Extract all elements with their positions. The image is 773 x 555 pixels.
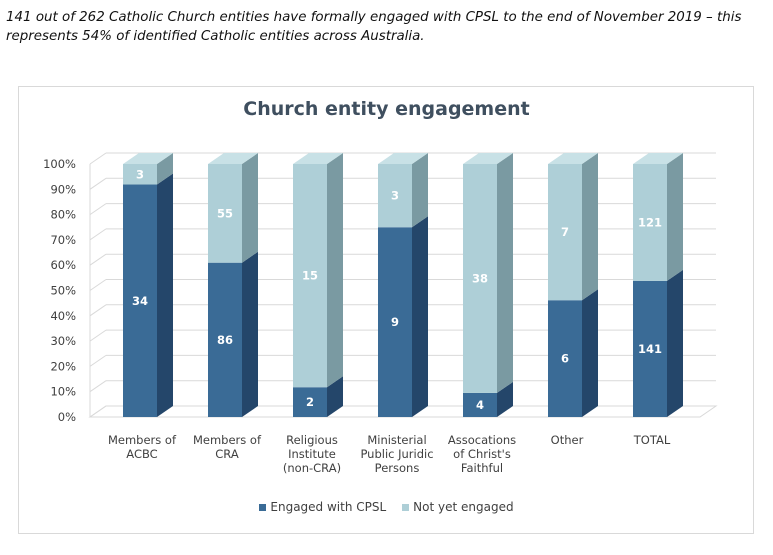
bar-top-0 (123, 153, 173, 164)
gridline-depth-6 (89, 253, 107, 266)
bar-side-engaged-3 (412, 216, 428, 417)
bar-side-engaged-6 (667, 269, 683, 417)
legend-swatch-engaged (259, 503, 267, 511)
category-label-3: Ministerial Public Juridic Persons (360, 433, 433, 475)
bar-not-engaged-0 (123, 164, 157, 185)
y-tick-label: 40% (50, 309, 76, 323)
gridline-depth-5 (89, 279, 107, 291)
data-label-not-engaged-0: 3 (136, 167, 144, 181)
bar-engaged-1 (208, 262, 242, 417)
y-tick-label: 80% (50, 208, 76, 222)
data-label-engaged-2: 2 (306, 395, 314, 409)
gridline-depth-4 (89, 304, 107, 317)
caption-line-2: represents 54% of identified Catholic en… (6, 29, 425, 44)
bar-side-engaged-4 (497, 381, 513, 417)
category-label-6: TOTAL (633, 433, 671, 447)
category-label-0: Members of ACBC (108, 433, 177, 461)
gridline-depth-10 (89, 152, 107, 165)
category-label-5: Other (551, 433, 584, 447)
caption: 141 out of 262 Catholic Church entities … (6, 8, 766, 46)
bar-side-not-engaged-2 (327, 153, 343, 388)
bar-not-engaged-1 (208, 164, 242, 263)
bar-engaged-3 (378, 227, 412, 417)
gridline-depth-8 (89, 203, 107, 216)
bar-not-engaged-5 (548, 164, 582, 301)
y-tick-label: 20% (50, 359, 76, 373)
bar-side-not-engaged-1 (242, 153, 258, 263)
y-tick-label: 30% (50, 334, 76, 348)
bar-side-not-engaged-5 (582, 153, 598, 301)
category-label-1: Members of CRA (193, 433, 262, 461)
bar-engaged-0 (123, 184, 157, 417)
bar-side-not-engaged-0 (157, 153, 173, 185)
legend: Engaged with CPSL Not yet engaged (0, 500, 773, 514)
y-tick-label: 70% (50, 233, 76, 247)
legend-item-engaged: Engaged with CPSL (259, 500, 386, 514)
bar-not-engaged-2 (293, 164, 327, 388)
bar-not-engaged-6 (633, 164, 667, 281)
legend-label-not-engaged: Not yet engaged (413, 500, 514, 514)
data-label-not-engaged-6: 121 (638, 215, 662, 229)
y-tick-label: 10% (50, 385, 76, 399)
bar-engaged-6 (633, 280, 667, 417)
gridline-depth-9 (89, 177, 107, 190)
bar-top-5 (548, 153, 598, 164)
bar-top-4 (463, 153, 513, 164)
bar-top-3 (378, 153, 428, 164)
bar-side-engaged-5 (582, 289, 598, 417)
y-tick-label: 90% (50, 182, 76, 196)
data-label-engaged-0: 34 (132, 294, 148, 308)
bar-side-not-engaged-6 (667, 153, 683, 281)
bar-side-engaged-2 (327, 376, 343, 417)
y-tick-label: 50% (50, 284, 76, 298)
gridline-depth-3 (89, 329, 107, 342)
legend-label-engaged: Engaged with CPSL (270, 500, 387, 514)
data-label-not-engaged-5: 7 (561, 225, 569, 239)
data-label-not-engaged-2: 15 (302, 269, 318, 283)
gridline-depth-2 (89, 354, 107, 367)
bar-side-not-engaged-3 (412, 153, 428, 228)
gridline-depth-7 (89, 228, 107, 241)
category-label-2: Religious Institute (non-CRA) (283, 433, 341, 475)
y-tick-label: 100% (43, 157, 76, 171)
data-label-not-engaged-3: 3 (391, 189, 399, 203)
y-tick-label: 60% (50, 258, 76, 272)
bar-engaged-4 (463, 392, 497, 417)
data-label-engaged-1: 86 (217, 333, 233, 347)
bar-top-1 (208, 153, 258, 164)
gridline-depth-1 (89, 380, 107, 393)
caption-line-1: 141 out of 262 Catholic Church entities … (6, 10, 742, 25)
bar-top-2 (293, 153, 343, 164)
data-label-not-engaged-1: 55 (217, 206, 233, 220)
bar-side-engaged-1 (242, 251, 258, 417)
data-label-engaged-4: 4 (476, 398, 484, 412)
bar-not-engaged-3 (378, 164, 412, 228)
data-label-not-engaged-4: 38 (472, 271, 488, 285)
bar-side-not-engaged-4 (497, 153, 513, 393)
bar-not-engaged-4 (463, 164, 497, 393)
legend-item-not-engaged: Not yet engaged (402, 500, 514, 514)
y-tick-label: 0% (58, 410, 76, 424)
chart-title: Church entity engagement (243, 98, 530, 120)
bar-engaged-2 (293, 387, 327, 417)
legend-swatch-not-engaged (402, 503, 410, 511)
bar-top-6 (633, 153, 683, 164)
data-label-engaged-6: 141 (638, 342, 662, 356)
category-label-4: Assocations of Christ's Faithful (448, 433, 516, 475)
data-label-engaged-5: 6 (561, 352, 569, 366)
data-label-engaged-3: 9 (391, 315, 399, 329)
bar-engaged-5 (548, 300, 582, 417)
bar-side-engaged-0 (157, 173, 173, 417)
